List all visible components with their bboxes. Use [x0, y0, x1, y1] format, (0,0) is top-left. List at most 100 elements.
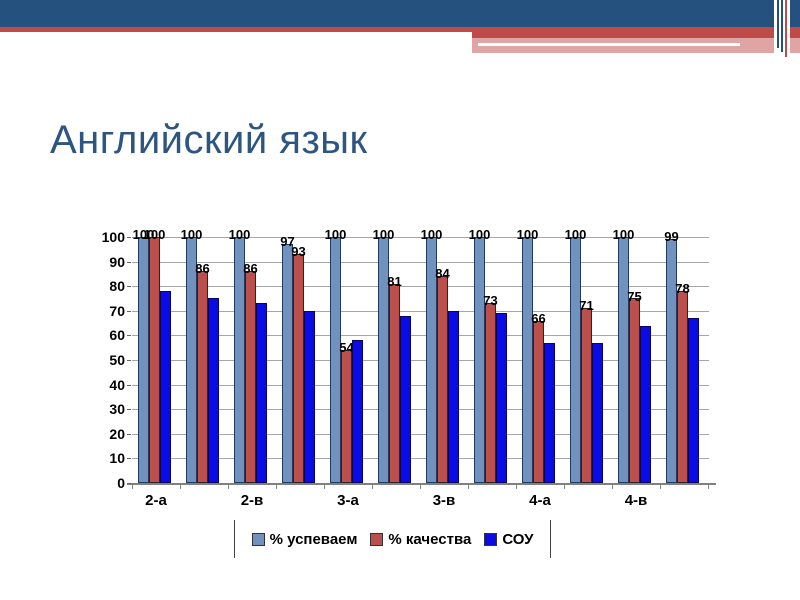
bar-series1-group1 [138, 237, 149, 483]
bar-value-label: 100 [516, 227, 539, 242]
bar-series1-group7 [426, 237, 437, 483]
bar-value-label: 100 [612, 227, 635, 242]
bar-value-label: 100 [228, 227, 251, 242]
bar-chart: 100 100 100 97 100 100 100 100 100 100 100 99 100 86 8… [85, 205, 745, 570]
y-axis-tick [127, 335, 131, 337]
y-axis-tick [127, 360, 131, 361]
gridline-80 [132, 286, 709, 288]
bar-value-label: 86 [243, 261, 258, 277]
y-axis-tick [127, 286, 131, 288]
bar-value-label: 100 [420, 227, 443, 242]
bar-value-label: 100 [143, 227, 166, 242]
x-axis-label-3-а: 3-а [337, 492, 359, 509]
bar-series2-group6 [389, 284, 400, 483]
bar-value-label: 66 [531, 310, 546, 326]
gridline-10 [132, 458, 709, 460]
bar-value-label: 93 [291, 244, 306, 260]
gridline-90 [132, 261, 709, 263]
bar-series1-group3 [234, 237, 245, 483]
bar-series1-group9 [522, 237, 533, 483]
y-axis-tick [127, 237, 131, 238]
bar-series3-group6 [400, 316, 411, 483]
bar-series1-group2 [186, 237, 197, 483]
x-axis-line [127, 483, 716, 485]
y-axis-label-0: 0 [117, 475, 125, 491]
bar-value-label: 78 [675, 281, 690, 297]
gridline-70 [132, 310, 709, 312]
bar-series3-group5 [352, 340, 363, 483]
y-axis-tick [127, 310, 131, 312]
bar-series3-group10 [592, 343, 603, 483]
gridline-20 [132, 433, 709, 435]
bar-series3-group8 [496, 313, 507, 483]
bar-series3-group2 [208, 298, 219, 483]
gridline-100 [132, 237, 709, 238]
bar-value-label: 75 [627, 288, 642, 304]
y-axis-label-10: 10 [109, 450, 125, 467]
header-stripe-navy-1 [777, 0, 779, 48]
x-axis-tick [324, 485, 325, 489]
chart-legend: % успеваем % качества СОУ [234, 520, 551, 558]
y-axis-label-40: 40 [109, 376, 125, 393]
x-axis-label-4-а: 4-а [529, 492, 551, 509]
bar-value-label: 100 [180, 227, 203, 242]
y-axis-tick [127, 483, 131, 484]
bar-series2-group7 [437, 276, 448, 483]
x-axis-tick [468, 485, 469, 489]
x-axis-label-2-в: 2-в [240, 492, 264, 509]
bar-series3-group1 [160, 291, 171, 483]
bar-value-label: 100 [564, 227, 587, 242]
legend-label: СОУ [502, 530, 534, 548]
bar-series1-group11 [618, 237, 629, 483]
x-axis-tick [372, 485, 373, 489]
header-stripe-group [774, 0, 790, 57]
page-title: Английский язык [50, 118, 368, 162]
header-stripe-navy-2 [781, 0, 783, 52]
legend-label: % качества [388, 530, 472, 548]
bar-value-label: 84 [435, 266, 450, 282]
chart-plot-area: 100 100 100 97 100 100 100 100 100 100 100 99 100 86 8… [132, 228, 709, 483]
bar-value-label: 81 [387, 273, 402, 289]
bar-series2-group1 [149, 237, 160, 483]
x-axis-tick [660, 485, 661, 489]
x-axis-tick [180, 485, 181, 489]
gridline-30 [132, 409, 709, 411]
x-axis-label-3-в: 3-в [432, 492, 456, 509]
bar-value-label: 54 [339, 340, 354, 356]
bar-value-label: 86 [195, 261, 210, 277]
header-pink-band-divider [478, 43, 740, 46]
gridline-50 [132, 360, 709, 361]
bar-series2-group3 [245, 271, 256, 483]
bar-series2-group10 [581, 308, 592, 483]
bar-series1-group8 [474, 237, 485, 483]
bar-value-label: 100 [372, 227, 395, 242]
x-axis-label-2-а: 2-а [145, 492, 167, 509]
y-axis-label-20: 20 [109, 425, 125, 442]
bar-series2-group8 [485, 303, 496, 483]
y-axis-label-90: 90 [109, 253, 125, 270]
bar-series3-group7 [448, 311, 459, 483]
bar-value-label: 99 [664, 229, 679, 245]
y-axis-tick [127, 433, 131, 435]
x-axis-tick [708, 485, 709, 489]
y-axis-label-80: 80 [109, 278, 125, 295]
y-axis-tick [127, 458, 131, 460]
header-red-band [0, 27, 800, 32]
bar-series2-group12 [677, 291, 688, 483]
bar-series1-group6 [378, 237, 389, 483]
header-navy-band [0, 0, 800, 27]
legend-item-3: СОУ [484, 531, 533, 548]
x-axis-tick [132, 485, 133, 489]
bar-series1-group10 [570, 237, 581, 483]
bar-series1-group12 [666, 239, 677, 483]
y-axis-label-70: 70 [109, 302, 125, 319]
y-axis-label-30: 30 [109, 401, 125, 418]
bar-value-label: 100 [468, 227, 491, 242]
legend-swatch-icon [484, 532, 498, 546]
x-axis-tick [276, 485, 277, 489]
y-axis-label-50: 50 [109, 352, 125, 368]
x-axis-tick [516, 485, 517, 489]
legend-label: % успеваем [269, 530, 358, 548]
legend-swatch-icon [370, 532, 384, 546]
